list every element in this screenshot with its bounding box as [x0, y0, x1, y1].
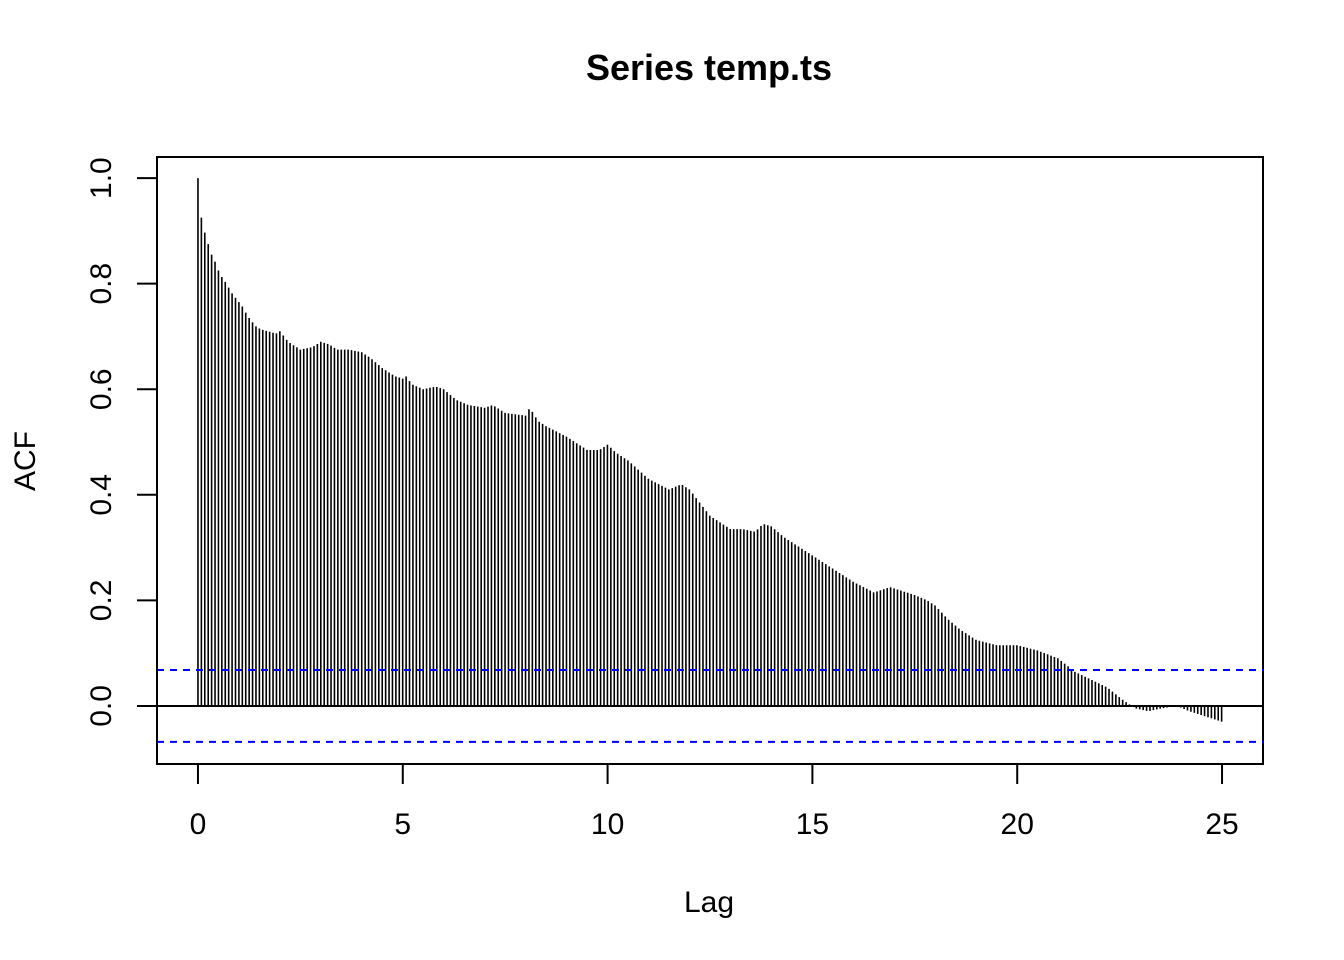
y-axis-label: ACF: [9, 431, 42, 491]
x-axis: 0 5 10 15 20 25: [190, 763, 1239, 841]
y-tick-label: 0.6: [85, 368, 118, 410]
x-tick-label: 0: [190, 808, 207, 841]
y-tick-label: 0.0: [85, 685, 118, 727]
confidence-band: [157, 669, 1263, 743]
x-tick-label: 5: [394, 808, 411, 841]
y-tick-label: 0.8: [85, 263, 118, 305]
y-axis: 0.0 0.2 0.4 0.6 0.8 1.0: [85, 157, 158, 727]
x-tick-label: 15: [796, 808, 829, 841]
x-axis-label: Lag: [684, 886, 734, 919]
y-tick-label: 1.0: [85, 157, 118, 199]
acf-bars: [197, 178, 1223, 722]
y-tick-label: 0.4: [85, 474, 118, 516]
y-tick-label: 0.2: [85, 580, 118, 622]
x-tick-label: 25: [1205, 808, 1238, 841]
x-tick-label: 10: [591, 808, 624, 841]
x-tick-label: 20: [1001, 808, 1034, 841]
chart-title: Series temp.ts: [586, 47, 832, 88]
